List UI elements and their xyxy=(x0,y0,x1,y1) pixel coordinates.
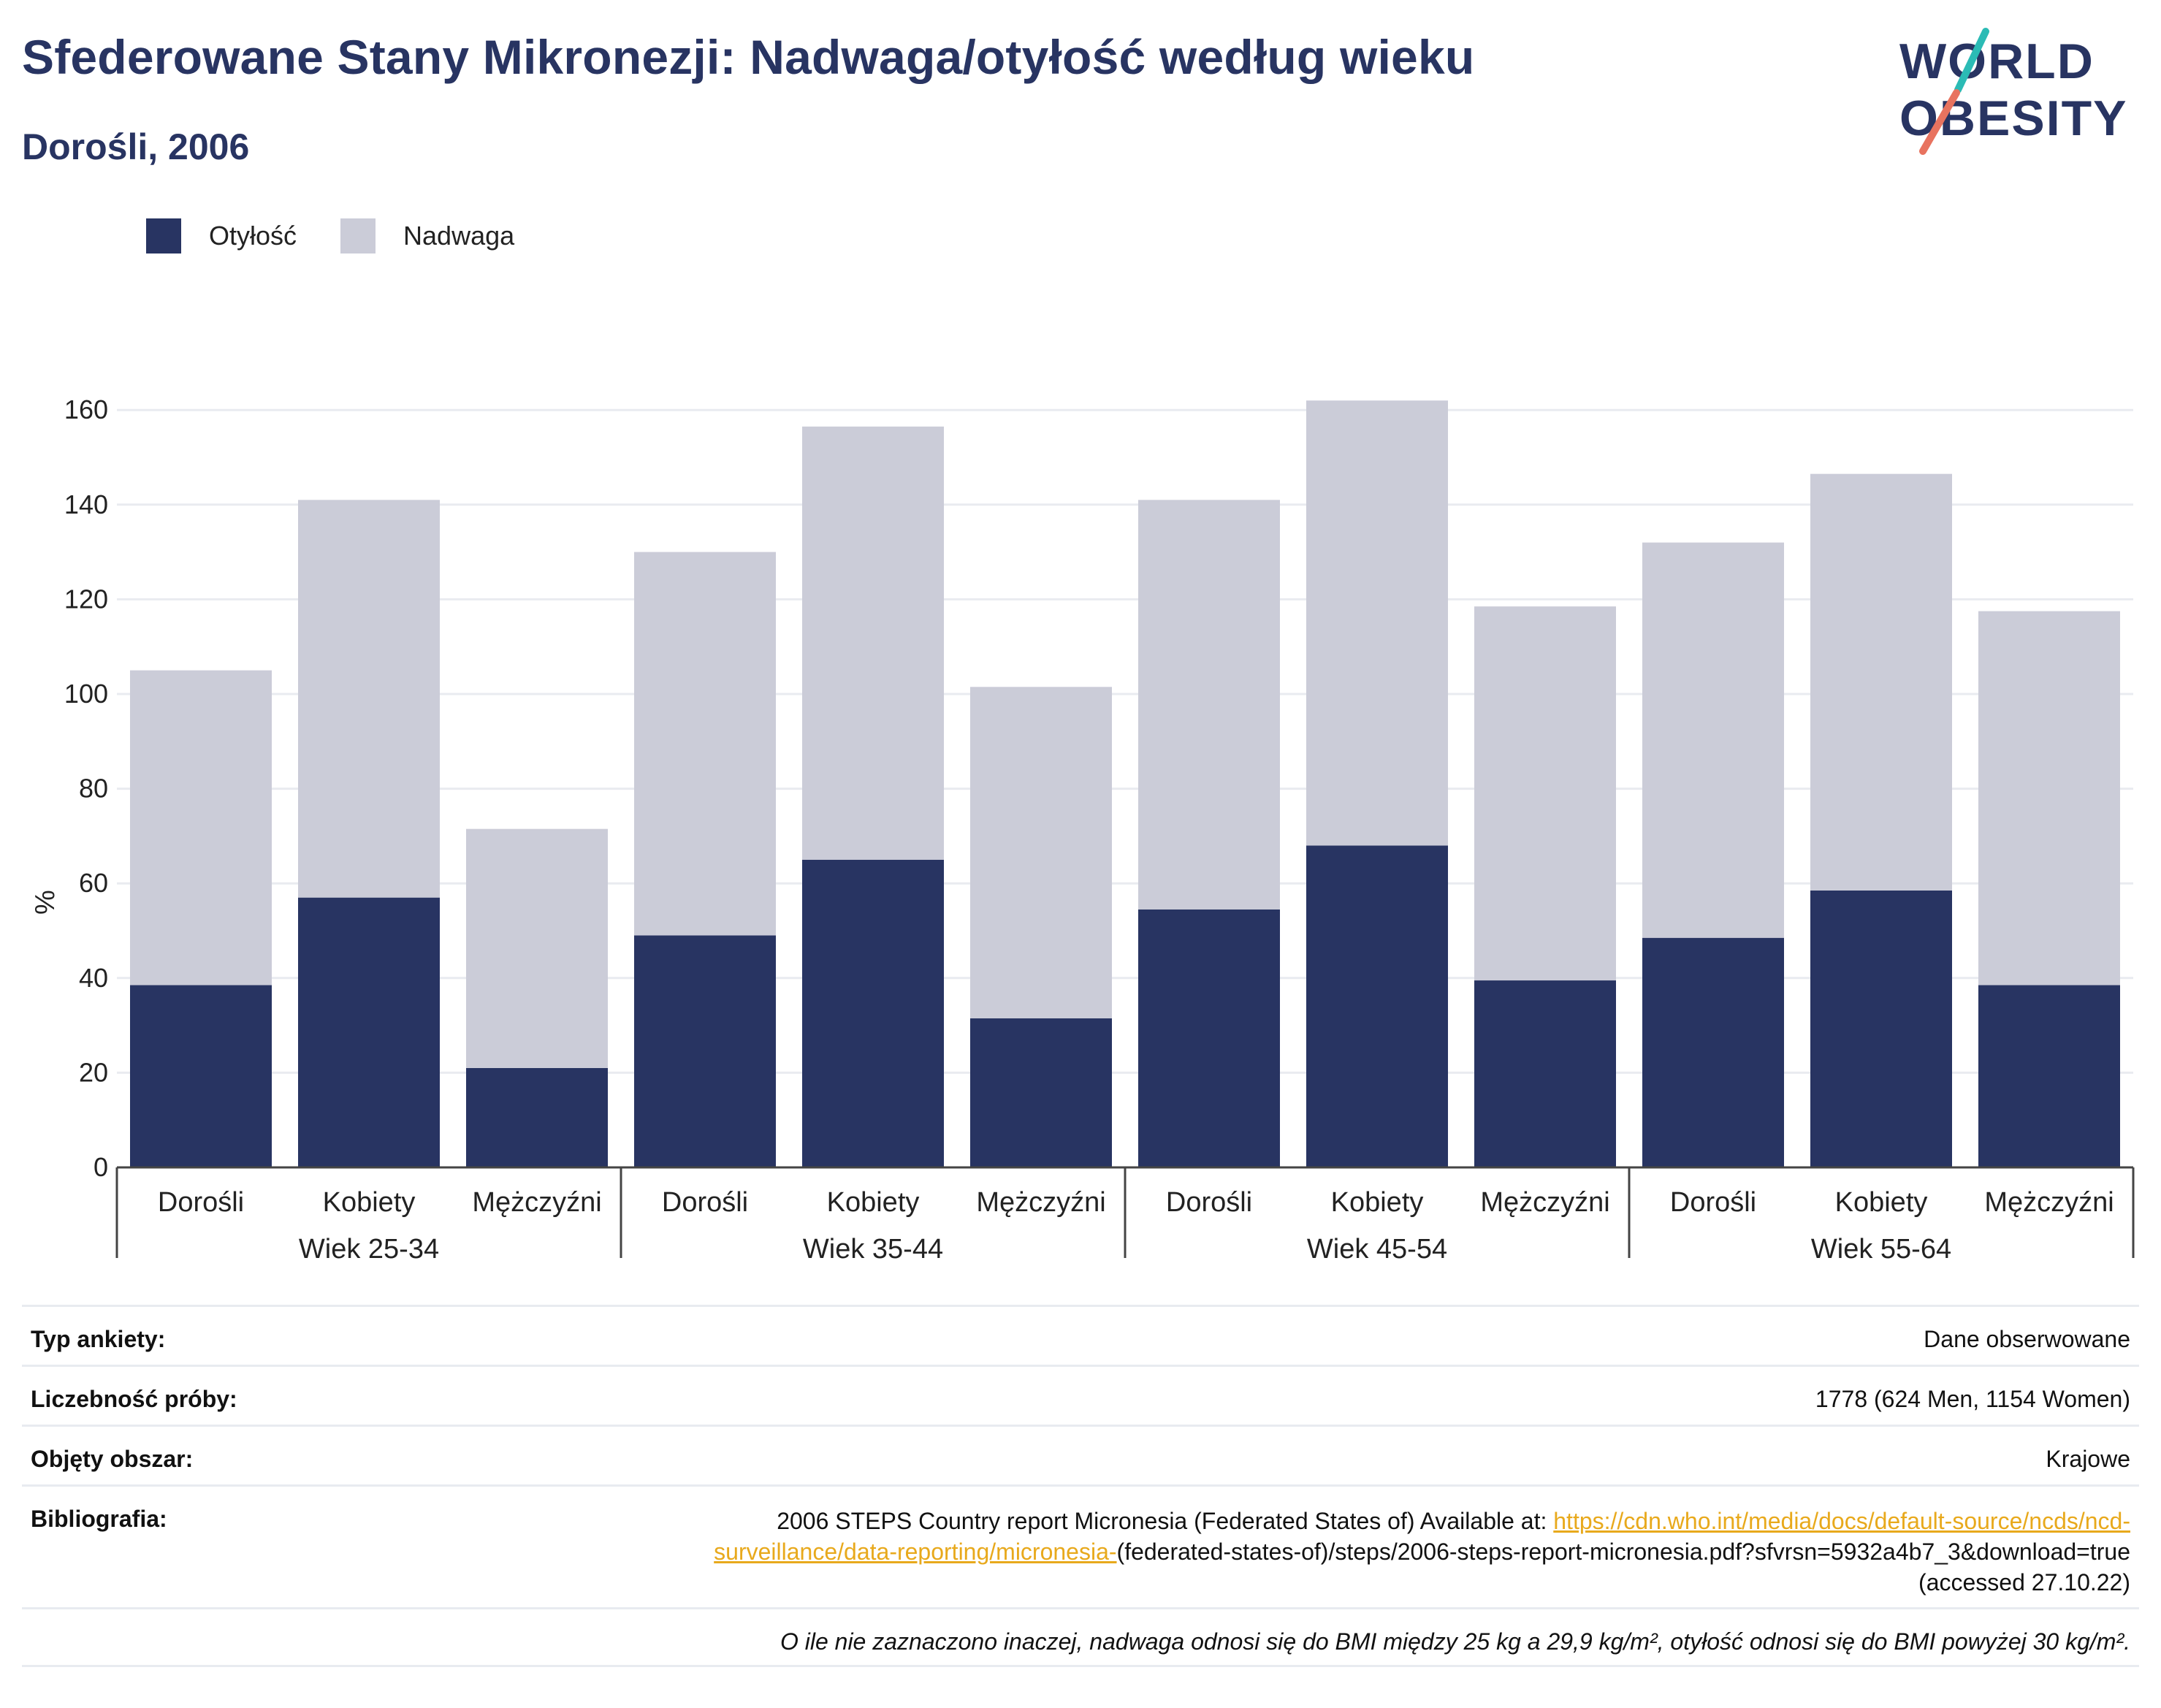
y-tick-label: 140 xyxy=(64,489,108,519)
y-tick-label: 80 xyxy=(79,774,108,804)
bibliography-tail: (federated-states-of)/steps/2006-steps-r… xyxy=(1116,1539,2130,1595)
bar-obesity xyxy=(1474,980,1616,1167)
bibliography-value: 2006 STEPS Country report Micronesia (Fe… xyxy=(625,1506,2130,1598)
definition-note: O ile nie zaznaczono inaczej, nadwaga od… xyxy=(780,1628,2130,1655)
x-group-label: Wiek 25-34 xyxy=(299,1234,439,1265)
info-row-bibliography: Bibliografia: 2006 STEPS Country report … xyxy=(22,1484,2139,1607)
x-group-label: Wiek 55-64 xyxy=(1811,1234,1951,1265)
bar-overweight xyxy=(970,687,1112,1018)
info-row-note: O ile nie zaznaczono inaczej, nadwaga od… xyxy=(22,1607,2139,1667)
svg-text:OBESITY: OBESITY xyxy=(1899,91,2128,146)
y-tick-label: 40 xyxy=(79,963,108,993)
bar-obesity xyxy=(802,859,944,1167)
bar-obesity xyxy=(466,1067,608,1167)
legend-swatch-obesity xyxy=(146,218,181,253)
bar-overweight xyxy=(1978,611,2120,985)
bar-overweight xyxy=(634,552,776,936)
info-row-survey-type: Typ ankiety: Dane obserwowane xyxy=(22,1305,2139,1365)
x-category-label: Kobiety xyxy=(827,1187,920,1218)
info-row-area: Objęty obszar: Krajowe xyxy=(22,1425,2139,1484)
x-group-label: Wiek 35-44 xyxy=(803,1234,943,1265)
x-category-label: Kobiety xyxy=(1331,1187,1424,1218)
area-value: Krajowe xyxy=(2046,1446,2130,1472)
bar-obesity xyxy=(1306,845,1448,1167)
y-tick-label: 160 xyxy=(64,394,108,424)
legend-item-overweight: Nadwaga xyxy=(340,218,514,253)
survey-info-table: Typ ankiety: Dane obserwowane Liczebność… xyxy=(22,1305,2139,1667)
bar-overweight xyxy=(130,670,272,985)
x-category-label: Mężczyźni xyxy=(1984,1187,2114,1218)
legend-swatch-overweight xyxy=(340,218,376,253)
bar-overweight xyxy=(1810,473,1952,891)
world-obesity-logo: WORLD OBESITY xyxy=(1899,28,2128,155)
bar-obesity xyxy=(634,935,776,1167)
survey-type-value: Dane obserwowane xyxy=(1924,1326,2130,1352)
bar-overweight xyxy=(1138,500,1280,910)
bar-obesity xyxy=(298,897,440,1167)
x-group-label: Wiek 45-54 xyxy=(1307,1234,1447,1265)
legend-label-overweight: Nadwaga xyxy=(403,221,515,251)
x-category-label: Mężczyźni xyxy=(1480,1187,1609,1218)
bar-obesity xyxy=(1642,937,1784,1167)
survey-type-label: Typ ankiety: xyxy=(31,1326,166,1352)
y-tick-label: 0 xyxy=(94,1152,108,1182)
bar-obesity xyxy=(1810,890,1952,1167)
x-category-label: Mężczyźni xyxy=(976,1187,1105,1218)
info-row-sample-size: Liczebność próby: 1778 (624 Men, 1154 Wo… xyxy=(22,1365,2139,1425)
bar-overweight xyxy=(298,500,440,898)
bibliography-link[interactable]: https://cdn.who.int/media/docs/default-s… xyxy=(714,1508,2130,1565)
svg-text:WORLD: WORLD xyxy=(1899,34,2095,89)
bibliography-text: 2006 STEPS Country report Micronesia (Fe… xyxy=(777,1508,1554,1534)
chart-title: Sfederowane Stany Mikronezji: Nadwaga/ot… xyxy=(22,30,1475,84)
chart-legend: Otyłość Nadwaga xyxy=(146,218,558,254)
y-tick-label: 20 xyxy=(79,1057,108,1087)
x-category-label: Dorośli xyxy=(158,1187,244,1218)
bar-overweight xyxy=(1306,400,1448,846)
legend-label-obesity: Otyłość xyxy=(209,221,297,251)
bar-obesity xyxy=(1978,985,2120,1167)
bar-obesity xyxy=(130,985,272,1167)
x-category-label: Dorośli xyxy=(1166,1187,1252,1218)
y-tick-label: 60 xyxy=(79,868,108,898)
bar-obesity xyxy=(1138,909,1280,1167)
bar-overweight xyxy=(802,426,944,860)
x-category-label: Mężczyźni xyxy=(472,1187,601,1218)
bar-overweight xyxy=(466,828,608,1068)
chart-subtitle: Dorośli, 2006 xyxy=(22,126,250,167)
bar-overweight xyxy=(1642,542,1784,938)
legend-item-obesity: Otyłość xyxy=(146,218,297,253)
bibliography-label: Bibliografia: xyxy=(31,1506,167,1532)
sample-size-label: Liczebność próby: xyxy=(31,1386,237,1412)
y-axis-label: % xyxy=(30,890,61,915)
bar-obesity xyxy=(970,1018,1112,1167)
bar-overweight xyxy=(1474,606,1616,981)
y-tick-label: 100 xyxy=(64,679,108,709)
area-label: Objęty obszar: xyxy=(31,1446,194,1472)
x-category-label: Dorośli xyxy=(662,1187,748,1218)
sample-size-value: 1778 (624 Men, 1154 Women) xyxy=(1815,1386,2130,1412)
x-category-label: Kobiety xyxy=(323,1187,416,1218)
x-category-label: Dorośli xyxy=(1670,1187,1756,1218)
x-category-label: Kobiety xyxy=(1835,1187,1928,1218)
stacked-bar-chart: 0 20 40 60 80 100 120 140 160% Dorośli Kobiety Mężc… xyxy=(30,394,2135,1265)
y-tick-label: 120 xyxy=(64,584,108,614)
